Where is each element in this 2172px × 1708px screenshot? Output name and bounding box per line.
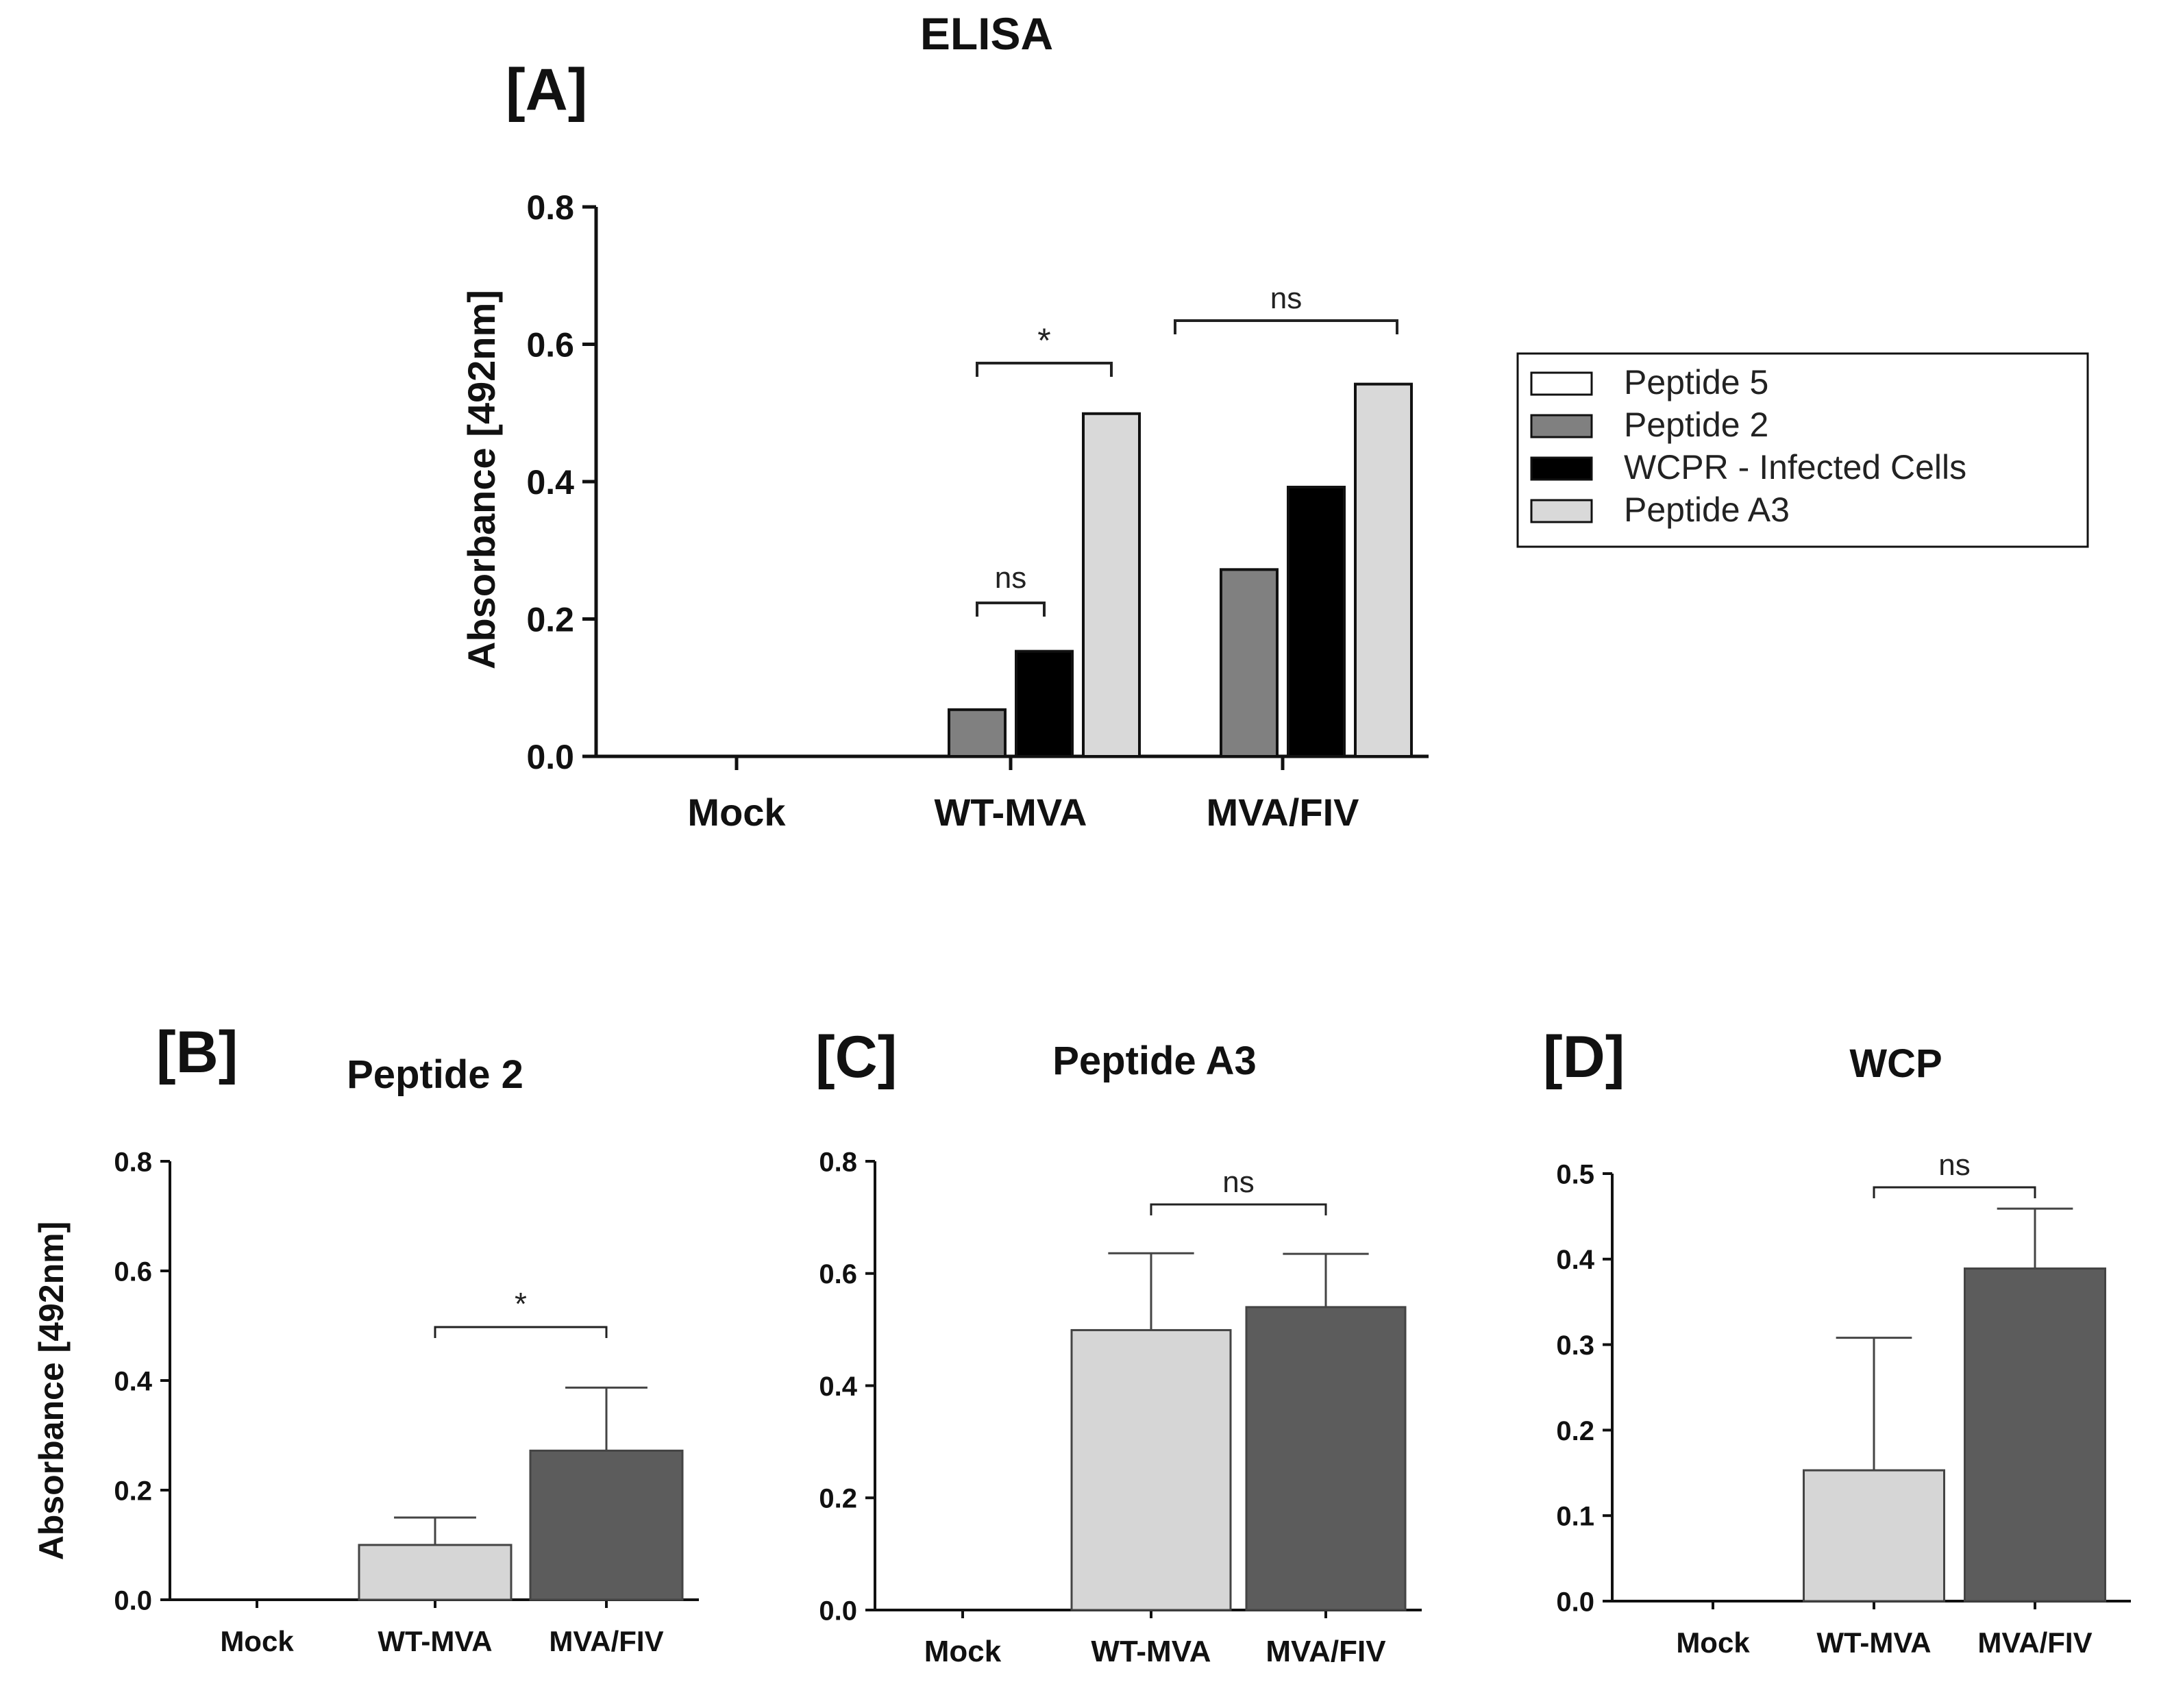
legend-swatch-wcpr xyxy=(1530,456,1593,481)
panel-a-x-tick-label: Mock xyxy=(687,791,786,834)
panel-b-y-axis-label: Absorbance [492nm] xyxy=(32,1222,71,1561)
legend-label-peptide-5: Peptide 5 xyxy=(1624,363,1768,401)
legend-swatch-peptide-a3 xyxy=(1530,499,1593,523)
panel-d-y-tick-label: 0.0 xyxy=(1556,1587,1594,1617)
panel-a-significance-label: * xyxy=(1037,321,1050,360)
panel-a-bar xyxy=(1354,382,1413,758)
panel-d-plot: 0.0 0.1 0.2 0.3 0.4 0.5 Mock WT-MVA MVA/FIV ns xyxy=(1556,1148,2131,1659)
panel-a-plot: 0.0 0.2 0.4 0.6 0.8 Mock WT-MVA MVA/FIV ns * ns xyxy=(526,188,1429,834)
legend-swatch-peptide-5 xyxy=(1530,371,1593,396)
panel-d-significance-label: ns xyxy=(1938,1148,1970,1182)
panel-b-label: [B] xyxy=(156,1019,238,1085)
panel-d-label: [D] xyxy=(1543,1024,1625,1090)
panel-d-y-tick-label: 0.5 xyxy=(1556,1159,1594,1189)
panel-d-title: WCP xyxy=(1849,1041,1942,1086)
panel-a-significance-label: ns xyxy=(995,561,1026,595)
panel-b-plot: 0.0 0.2 0.4 0.6 0.8 Mock WT-MVA MVA/FIV * xyxy=(114,1147,699,1657)
panel-d: [D] WCP 0.0 0.1 0.2 0.3 0.4 0.5 Mock WT-MVA MVA/… xyxy=(1543,1024,2131,1659)
panel-c: [C] Peptide A3 0.0 0.2 0.4 0.6 0.8 Mock WT-MVA… xyxy=(815,1024,1422,1668)
panel-c-bar xyxy=(1245,1306,1407,1611)
panel-b-significance-bracket xyxy=(434,1326,608,1338)
panel-d-y-tick-label: 0.1 xyxy=(1556,1502,1594,1532)
panel-a-significance-bracket xyxy=(976,362,1113,377)
panel-a-y-tick-label: 0.2 xyxy=(526,601,574,639)
panel-a-bar xyxy=(1220,568,1279,758)
panel-b-title: Peptide 2 xyxy=(347,1052,523,1097)
panel-a-bar xyxy=(1287,486,1346,758)
panel-a-y-tick-label: 0.0 xyxy=(526,738,574,776)
panel-a-significance-bracket xyxy=(976,602,1046,617)
panel-a-bar xyxy=(948,708,1007,758)
panel-a-label: [A] xyxy=(506,57,587,123)
panel-a-legend: Peptide 5 Peptide 2 WCPR - Infected Cell… xyxy=(1516,352,2089,548)
panel-d-y-tick-label: 0.2 xyxy=(1556,1416,1594,1446)
panel-a-bar xyxy=(1082,412,1141,758)
panel-a-bar xyxy=(1015,649,1074,758)
panel-b-y-tick-label: 0.6 xyxy=(114,1257,152,1287)
panel-a-x-tick-label: WT-MVA xyxy=(935,791,1087,834)
panel-b-x-tick-label: Mock xyxy=(220,1625,294,1657)
panel-c-label: [C] xyxy=(815,1024,897,1090)
panel-c-y-tick-label: 0.8 xyxy=(819,1147,857,1177)
panel-a-y-tick-label: 0.8 xyxy=(526,188,574,227)
panel-c-y-tick-label: 0.6 xyxy=(819,1259,857,1289)
panel-b: [B] Peptide 2 Absorbance [492nm] 0.00.20… xyxy=(32,1019,699,1657)
panel-a: ELISA [A] Absorbance [492nm] 0.00.20.40.… xyxy=(460,8,2089,834)
panel-a-y-tick-label: 0.4 xyxy=(526,463,574,502)
panel-b-x-tick-label: WT-MVA xyxy=(378,1625,492,1657)
panel-c-x-tick-label: MVA/FIV xyxy=(1266,1635,1386,1668)
panel-a-y-tick-label: 0.6 xyxy=(526,326,574,364)
panel-b-y-tick-label: 0.2 xyxy=(114,1476,152,1506)
panel-b-y-tick-label: 0.8 xyxy=(114,1147,152,1177)
panel-a-title: ELISA xyxy=(920,8,1053,59)
panel-d-x-tick-label: WT-MVA xyxy=(1816,1626,1931,1659)
panel-d-y-tick-label: 0.3 xyxy=(1556,1330,1594,1361)
panel-c-y-tick-label: 0.0 xyxy=(819,1596,857,1626)
panel-a-significance-bracket xyxy=(1174,319,1398,334)
panel-c-x-tick-label: Mock xyxy=(924,1635,1002,1668)
panel-a-x-tick-label: MVA/FIV xyxy=(1207,791,1359,834)
panel-d-y-tick-label: 0.4 xyxy=(1556,1245,1594,1275)
panel-d-x-tick-label: Mock xyxy=(1676,1626,1750,1659)
panel-d-bar xyxy=(1964,1267,2106,1602)
panel-b-y-tick-label: 0.0 xyxy=(114,1585,152,1616)
panel-b-bar xyxy=(358,1544,513,1601)
panel-d-x-tick-label: MVA/FIV xyxy=(1977,1626,2092,1659)
panel-c-significance-label: ns xyxy=(1222,1165,1254,1199)
panel-b-significance-label: * xyxy=(515,1286,527,1322)
panel-a-significance-label: ns xyxy=(1270,282,1302,315)
panel-d-significance-bracket xyxy=(1873,1186,2036,1198)
panel-c-y-tick-label: 0.2 xyxy=(819,1484,857,1514)
panel-c-plot: 0.0 0.2 0.4 0.6 0.8 Mock WT-MVA MVA/FIV ns xyxy=(819,1147,1422,1668)
panel-c-x-tick-label: WT-MVA xyxy=(1091,1635,1211,1668)
panel-c-y-tick-label: 0.4 xyxy=(819,1372,857,1402)
panel-c-significance-bracket xyxy=(1150,1203,1327,1215)
legend-label-wcpr: WCPR - Infected Cells xyxy=(1624,448,1966,486)
legend-swatch-peptide-2 xyxy=(1530,414,1593,438)
panel-b-x-tick-label: MVA/FIV xyxy=(549,1625,663,1657)
panel-c-title: Peptide A3 xyxy=(1052,1039,1257,1083)
panel-b-bar xyxy=(529,1449,684,1601)
legend-label-peptide-2: Peptide 2 xyxy=(1624,406,1768,444)
legend-label-peptide-a3: Peptide A3 xyxy=(1624,491,1790,529)
panel-b-y-tick-label: 0.4 xyxy=(114,1366,152,1396)
panel-a-y-axis-label: Absorbance [492nm] xyxy=(460,290,503,669)
panel-c-bar xyxy=(1070,1328,1232,1611)
panel-d-bar xyxy=(1803,1469,1945,1602)
legend-frame xyxy=(1516,352,2089,548)
